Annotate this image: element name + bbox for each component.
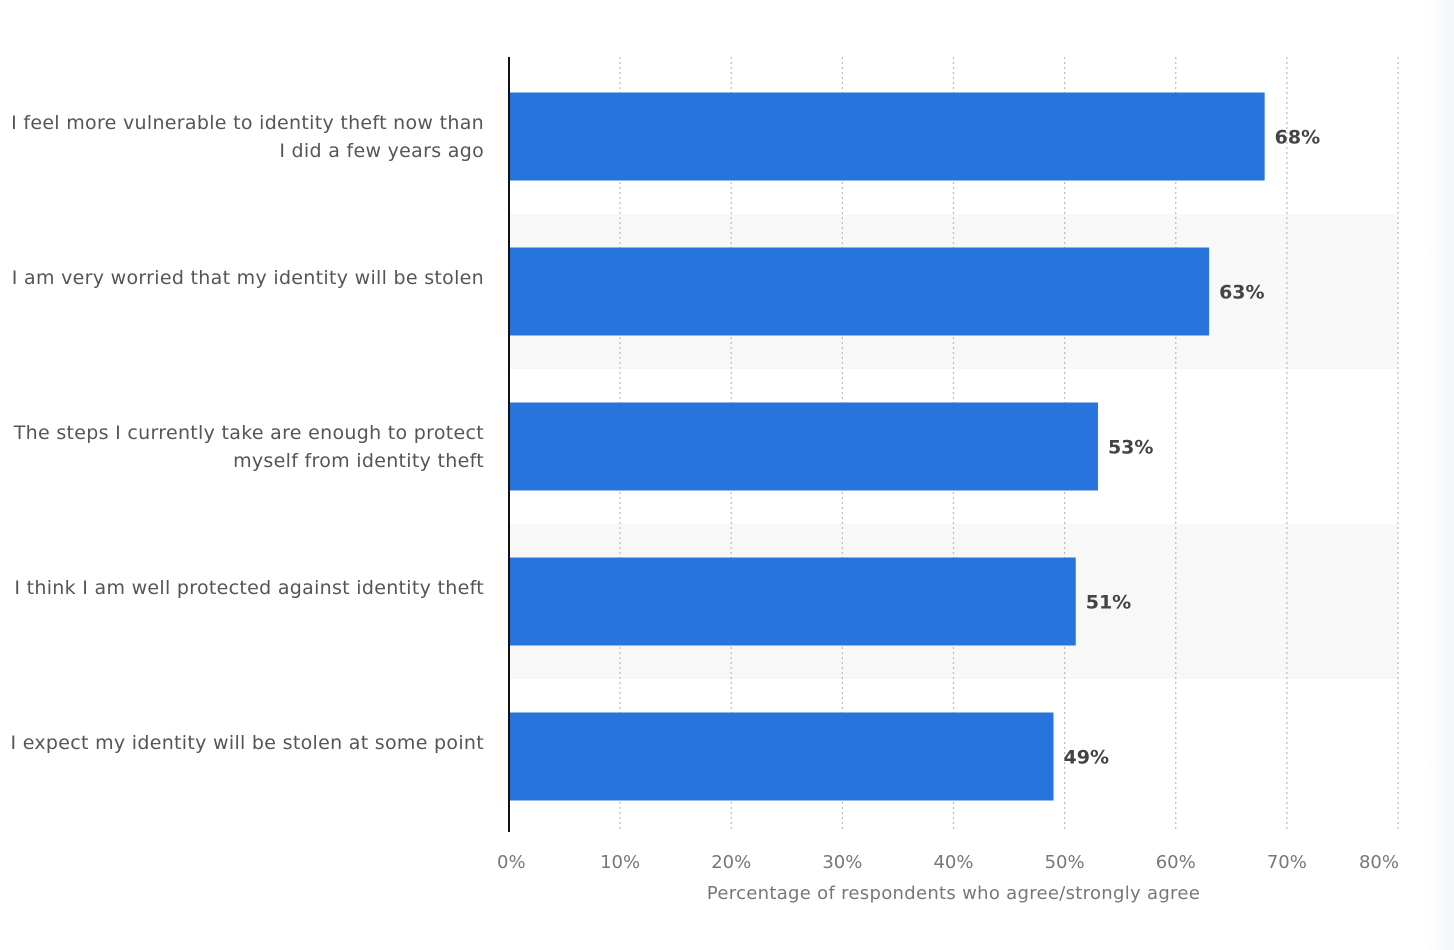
x-tick-label: 80% [1359, 852, 1399, 873]
x-tick-label: 30% [822, 852, 862, 873]
x-tick-label: 40% [933, 852, 973, 873]
data-label: 53% [1108, 437, 1153, 459]
category-label: The steps I currently take are enough to… [13, 421, 484, 472]
data-label: 68% [1275, 127, 1320, 149]
bar [509, 402, 1098, 491]
category-label: I think I am well protected against iden… [14, 576, 484, 599]
x-tick-label: 10% [600, 852, 640, 873]
x-tick-label: 20% [711, 852, 751, 873]
data-label: 63% [1219, 282, 1264, 304]
bar [509, 557, 1076, 646]
x-tick-label: 0% [497, 852, 526, 873]
bar [509, 92, 1265, 181]
x-tick-label: 50% [1045, 852, 1085, 873]
bar [509, 247, 1210, 336]
category-label: I am very worried that my identity will … [11, 266, 484, 289]
bar [509, 712, 1054, 801]
x-tick-label: 70% [1267, 852, 1307, 873]
data-label: 49% [1064, 747, 1109, 769]
x-tick-label: 60% [1156, 852, 1196, 873]
category-label: I feel more vulnerable to identity theft… [11, 111, 484, 162]
category-label: I expect my identity will be stolen at s… [10, 731, 484, 754]
data-label: 51% [1086, 592, 1131, 614]
x-axis-title: Percentage of respondents who agree/stro… [706, 883, 1201, 904]
right-edge-shadow [1424, 0, 1454, 950]
